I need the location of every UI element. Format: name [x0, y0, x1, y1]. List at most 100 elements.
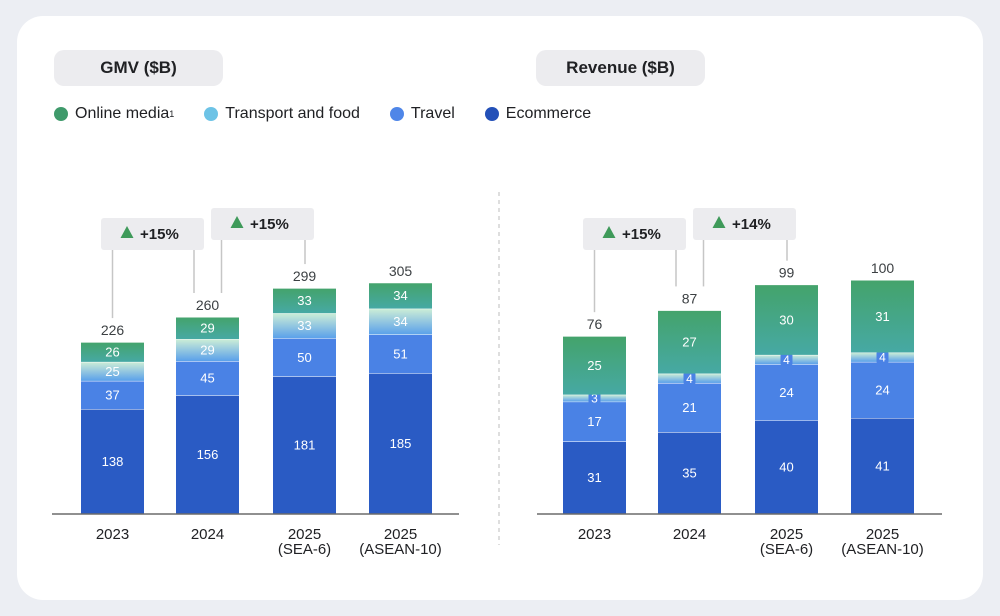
bar-segment-ecommerce [755, 420, 818, 514]
category-label: (SEA-6) [760, 541, 813, 558]
up-arrow-icon [712, 216, 726, 228]
value-label: 34 [393, 314, 407, 329]
growth-label: +15% [250, 216, 289, 233]
legend-label: Travel [410, 105, 455, 122]
revenue-chart-title: Revenue ($B) [536, 50, 705, 86]
legend-label: Transport and food [225, 105, 360, 122]
category-label: 2025 [288, 526, 321, 543]
value-label: 25 [105, 364, 119, 379]
value-label: 41 [875, 459, 889, 474]
bar-segment-ecommerce [81, 409, 144, 514]
ecommerce-swatch-icon [484, 107, 499, 121]
up-arrow-icon [120, 226, 134, 238]
value-badge [780, 352, 793, 367]
bar-segment-online-media [176, 316, 239, 340]
growth-callout-box [101, 218, 204, 250]
value-label: 30 [779, 312, 793, 327]
bar-segment-travel [563, 401, 626, 442]
bar-segment-transport-and-food [369, 308, 432, 335]
growth-label: +15% [622, 226, 661, 243]
value-label: 17 [587, 414, 601, 429]
value-label: 33 [297, 318, 311, 333]
bar-segment-transport-and-food [176, 339, 239, 362]
category-label: 2025 [770, 526, 803, 543]
value-badge [683, 371, 696, 386]
value-label: 181 [294, 438, 316, 453]
bar-segment-online-media [81, 342, 144, 362]
category-label: 2025 [866, 526, 899, 543]
growth-callout-box [693, 208, 796, 240]
value-label: 21 [682, 400, 696, 415]
value-label: 35 [682, 466, 696, 481]
growth-callout-box [583, 218, 686, 250]
value-label: 51 [393, 346, 407, 361]
total-label: 260 [196, 297, 220, 313]
travel-swatch-icon [389, 107, 404, 121]
value-label: 185 [390, 436, 412, 451]
growth-callout-box [211, 208, 314, 240]
category-label: 2024 [673, 526, 706, 543]
legend: Online media 1 Transport and food Travel … [54, 104, 621, 124]
value-label: 33 [297, 293, 311, 308]
value-label: 4 [879, 351, 886, 365]
bar-segment-ecommerce [851, 418, 914, 514]
category-label: (SEA-6) [278, 541, 331, 558]
value-label: 4 [783, 353, 790, 367]
growth-label: +14% [732, 216, 771, 233]
value-label: 24 [875, 382, 889, 397]
bar-segment-ecommerce [658, 432, 721, 514]
category-label: (ASEAN-10) [841, 541, 924, 558]
bar-segment-travel [658, 382, 721, 433]
value-label: 138 [102, 454, 124, 469]
bar-segment-travel [755, 364, 818, 421]
bar-segment-online-media [369, 282, 432, 309]
bar-segment-travel [851, 361, 914, 419]
legend-label: Online media [75, 105, 170, 122]
legend-label: Ecommerce [505, 105, 592, 122]
value-label: 156 [197, 447, 219, 462]
bar-segment-online-media [563, 336, 626, 395]
total-label: 76 [587, 316, 603, 332]
value-label: 50 [297, 350, 311, 365]
legend-item-online-media: Online media 1 [54, 105, 174, 123]
gmv-chart-title: GMV ($B) [54, 50, 223, 86]
bar-segment-online-media [755, 284, 818, 355]
bar-segment-travel [81, 380, 144, 410]
bar-segment-ecommerce [273, 376, 336, 514]
value-label: 25 [587, 358, 601, 373]
bar-segment-online-media [658, 310, 721, 374]
value-label: 29 [200, 343, 214, 358]
value-label: 24 [779, 385, 793, 400]
legend-item-travel: Travel [389, 105, 455, 123]
value-label: 31 [587, 470, 601, 485]
bar-segment-travel [273, 338, 336, 377]
value-label: 4 [686, 372, 693, 386]
bar-segment-travel [176, 361, 239, 396]
value-label: 34 [393, 288, 407, 303]
legend-item-ecommerce: Ecommerce [484, 105, 592, 123]
bar-segment-ecommerce [563, 441, 626, 514]
value-label: 45 [200, 371, 214, 386]
up-arrow-icon [602, 226, 616, 238]
value-label: 40 [779, 460, 793, 475]
footnote-marker: 1 [169, 109, 175, 119]
legend-item-transport-food: Transport and food [204, 105, 360, 123]
category-label: 2025 [384, 526, 417, 543]
bar-segment-online-media [273, 288, 336, 314]
value-label: 37 [105, 387, 119, 402]
value-label: 3 [591, 392, 598, 406]
up-arrow-icon [230, 216, 244, 228]
value-label: 31 [875, 309, 889, 324]
online-media-swatch-icon [54, 107, 68, 121]
total-label: 100 [871, 260, 895, 276]
value-label: 29 [200, 321, 214, 336]
value-badge [588, 391, 601, 406]
growth-label: +15% [140, 226, 179, 243]
total-label: 226 [101, 322, 125, 338]
value-label: 27 [682, 335, 696, 350]
value-badge [876, 350, 889, 365]
bar-segment-travel [369, 334, 432, 374]
category-label: 2024 [191, 526, 224, 543]
category-label: 2023 [578, 526, 611, 543]
